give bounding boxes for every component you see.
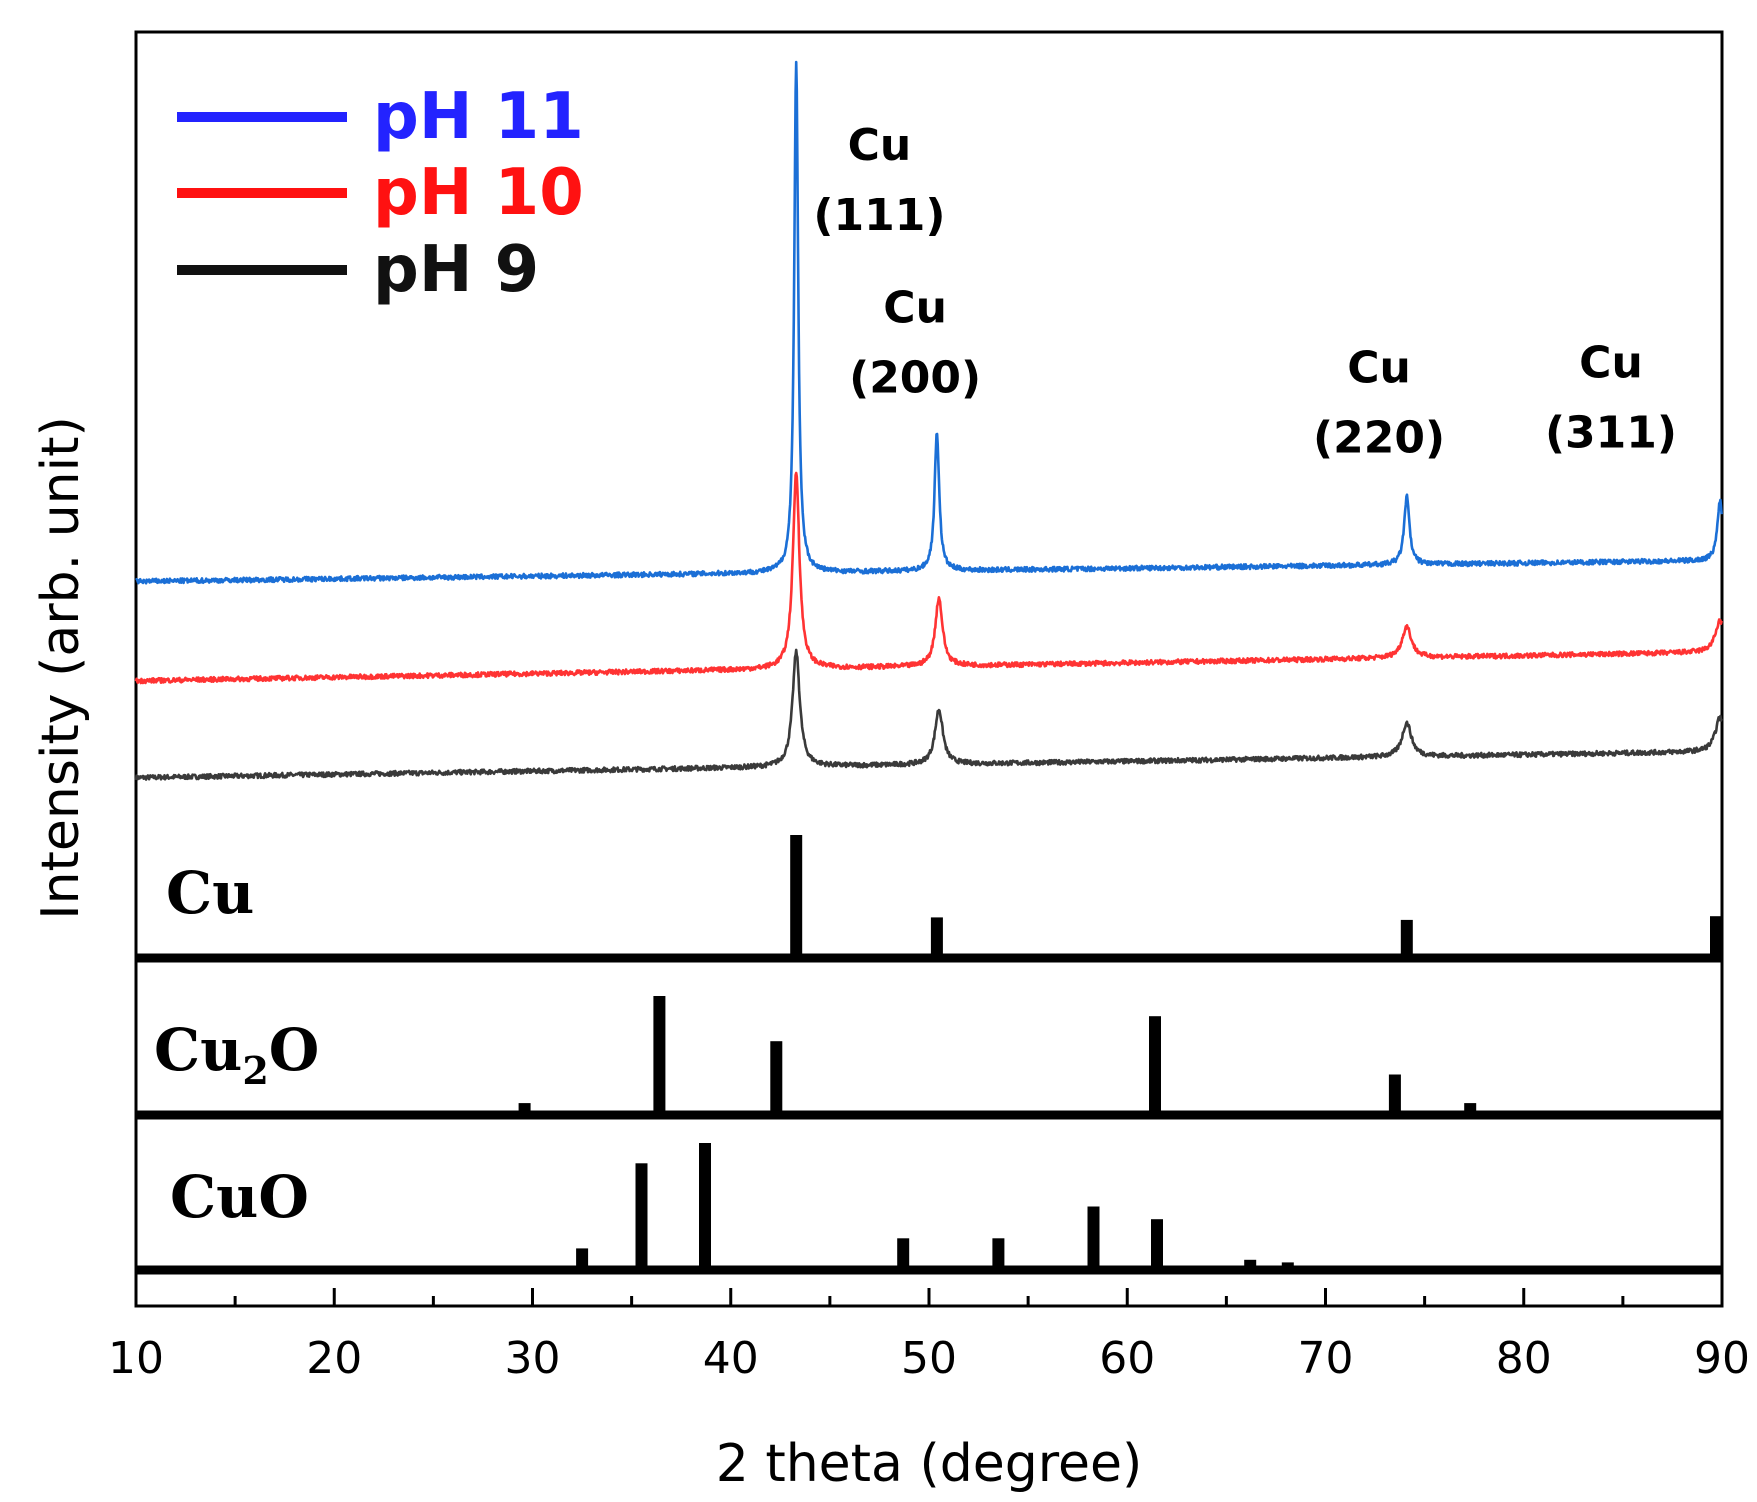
ref-line-cuo-2	[699, 1143, 711, 1270]
ref-line-cuo-8	[1281, 1262, 1294, 1270]
peak-annotation-3-element: Cu	[1579, 337, 1643, 388]
ref-line-cu-3	[1710, 916, 1722, 958]
ref-line-cuo-0	[576, 1248, 589, 1270]
ref-line-cuo-6	[1151, 1219, 1163, 1270]
x-axis-ticks: 10 20 30 40 50 60 70 80 90	[108, 1288, 1750, 1384]
x-tick-label-10: 10	[108, 1333, 164, 1384]
peak-annotation-1-element: Cu	[883, 282, 947, 333]
series-ph-9	[134, 648, 1723, 781]
pattern-series-group	[134, 60, 1723, 781]
x-tick-label-30: 30	[505, 1333, 561, 1384]
ref-line-cu2o-2	[770, 1041, 783, 1115]
ref-line-cuo-4	[992, 1238, 1005, 1271]
x-axis-title: 2 theta (degree)	[716, 1434, 1143, 1494]
ref-label-cu: Cu	[166, 859, 254, 927]
peak-annotation-0-element: Cu	[848, 120, 912, 171]
x-tick-label-40: 40	[703, 1333, 759, 1384]
x-tick-label-50: 50	[901, 1333, 957, 1384]
ref-line-cu2o-4	[1388, 1074, 1401, 1115]
ref-line-cu-1	[930, 917, 943, 958]
peak-annotation-2-element: Cu	[1347, 343, 1411, 394]
ref-line-cu-0	[790, 835, 803, 958]
y-axis-title: Intensity (arb. unit)	[31, 416, 91, 920]
x-tick-label-70: 70	[1298, 1333, 1354, 1384]
peak-annotation-0-hkl: (111)	[813, 190, 945, 241]
legend-label-ph11: pH 11	[373, 80, 584, 154]
ref-line-cuo-7	[1244, 1259, 1257, 1270]
ref-line-cu-2	[1400, 919, 1413, 958]
x-tick-label-60: 60	[1099, 1333, 1155, 1384]
series-ph-10	[134, 471, 1723, 685]
ref-line-cu2o-3	[1149, 1016, 1161, 1115]
legend-label-ph9: pH 9	[373, 233, 539, 307]
ref-line-cuo-1	[635, 1163, 648, 1270]
series-ph-11	[135, 60, 1723, 585]
ref-line-cu2o-5	[1464, 1103, 1477, 1115]
ref-line-cuo-3	[897, 1238, 910, 1271]
ref-label-cu2o: Cu2O	[154, 1016, 319, 1093]
x-tick-label-90: 90	[1694, 1333, 1750, 1384]
reference-panels-group: Cu Cu2O CuO	[136, 835, 1722, 1275]
peak-annotation-2-hkl: (220)	[1313, 413, 1445, 464]
ref-line-cu2o-0	[518, 1103, 531, 1115]
ref-label-cuo: CuO	[170, 1163, 309, 1231]
ref-line-cuo-5	[1087, 1206, 1100, 1270]
peak-annotation-3-hkl: (311)	[1545, 407, 1677, 458]
legend: pH 11 pH 10 pH 9	[177, 80, 584, 307]
ref-line-cu2o-1	[653, 996, 666, 1115]
peak-annotation-1-hkl: (200)	[849, 352, 981, 403]
peak-annotations: Cu (111) Cu (200) Cu (220) Cu (311)	[813, 120, 1677, 463]
x-tick-label-80: 80	[1496, 1333, 1552, 1384]
x-tick-label-20: 20	[306, 1333, 362, 1384]
legend-label-ph10: pH 10	[373, 156, 584, 230]
